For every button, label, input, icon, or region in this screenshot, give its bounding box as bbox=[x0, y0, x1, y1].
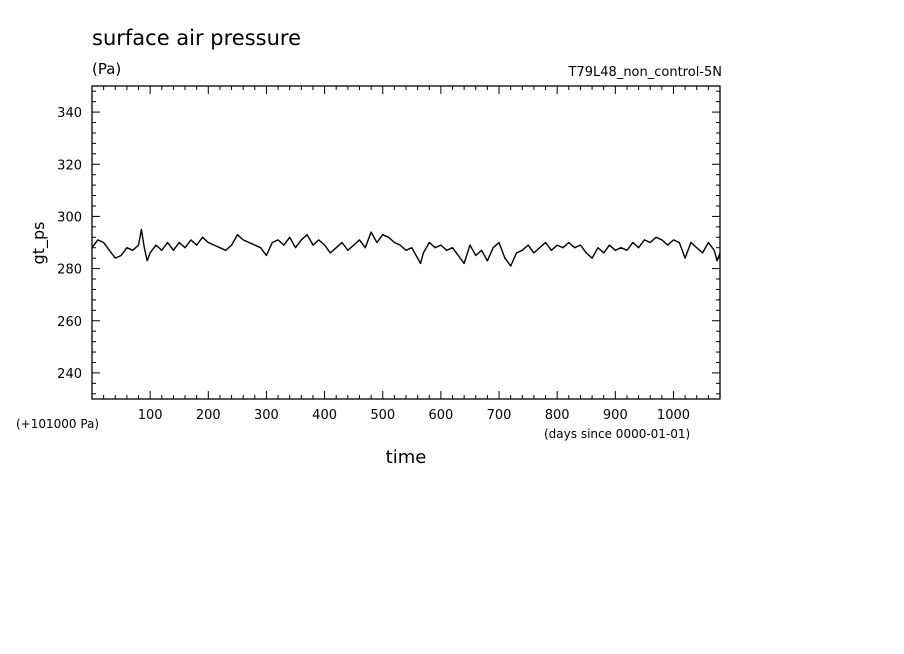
x-tick-label: 900 bbox=[603, 408, 628, 423]
x-tick-label: 800 bbox=[545, 408, 570, 423]
x-tick-label: 1000 bbox=[657, 408, 690, 423]
x-tick-label: 400 bbox=[312, 408, 337, 423]
y-tick-label: 240 bbox=[57, 367, 82, 382]
y-tick-label: 280 bbox=[57, 263, 82, 278]
x-tick-label: 500 bbox=[370, 408, 395, 423]
y-offset-label: (+101000 Pa) bbox=[16, 417, 99, 431]
x-tick-label: 300 bbox=[254, 408, 279, 423]
x-tick-label: 100 bbox=[138, 408, 163, 423]
y-tick-label: 260 bbox=[57, 315, 82, 330]
series-line bbox=[91, 228, 721, 267]
y-tick-label: 320 bbox=[57, 158, 82, 173]
chart-units: (Pa) bbox=[92, 60, 121, 78]
x-tick-label: 600 bbox=[428, 408, 453, 423]
chart-title: surface air pressure bbox=[92, 26, 301, 50]
x-units-label: (days since 0000-01-01) bbox=[544, 427, 690, 441]
plot-frame bbox=[91, 85, 721, 400]
x-tick-label: 200 bbox=[196, 408, 221, 423]
y-tick-label: 300 bbox=[57, 210, 82, 225]
x-axis-label: time bbox=[386, 447, 427, 468]
x-tick-label: 700 bbox=[487, 408, 512, 423]
axis-ticks bbox=[92, 86, 720, 399]
run-label: T79L48_non_control-5N bbox=[568, 65, 722, 80]
tick-labels: 100 200 300 400 500 600 700 800 900 1000 240 260 280… bbox=[57, 106, 690, 423]
y-tick-label: 340 bbox=[57, 106, 82, 121]
y-axis-label: gt_ps bbox=[29, 222, 49, 265]
